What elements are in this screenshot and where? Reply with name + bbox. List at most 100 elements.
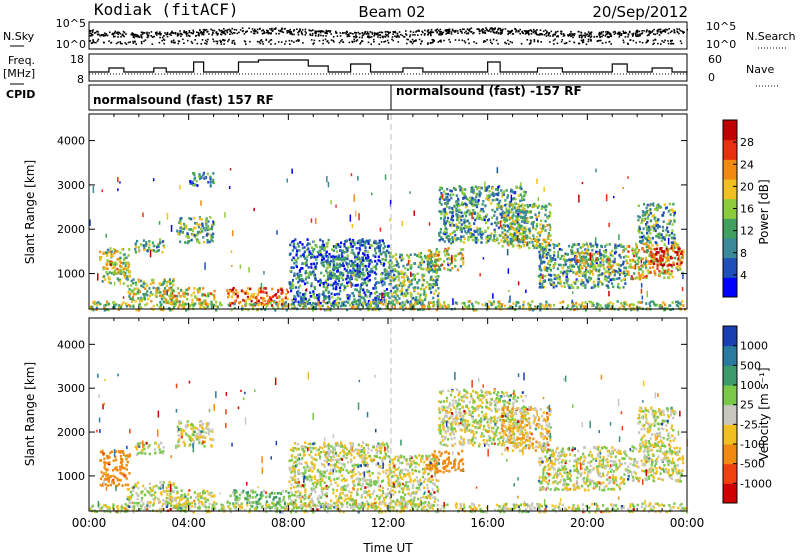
echo-cell bbox=[450, 261, 453, 265]
echo-cell bbox=[185, 288, 188, 292]
echo-cell bbox=[526, 216, 529, 220]
echo-cell bbox=[232, 292, 235, 296]
echo-cell bbox=[571, 258, 574, 261]
echo-cell bbox=[670, 264, 673, 267]
echo-cell bbox=[251, 295, 254, 299]
echo-cell bbox=[679, 266, 682, 270]
echo-cell bbox=[400, 288, 403, 291]
nsky-point bbox=[270, 32, 272, 34]
echo-cell bbox=[292, 239, 295, 243]
echo-cell bbox=[322, 260, 325, 263]
echo-cell bbox=[506, 225, 509, 228]
echo-cell bbox=[323, 274, 326, 278]
echo-cell bbox=[374, 301, 377, 304]
echo-cell bbox=[318, 293, 321, 296]
nsky-point bbox=[146, 32, 148, 35]
echo-cell bbox=[134, 250, 137, 254]
echo-cell bbox=[409, 253, 412, 257]
echo-cell bbox=[647, 228, 650, 231]
echo-cell bbox=[631, 258, 634, 262]
echo-cell bbox=[196, 184, 199, 187]
echo-cell bbox=[637, 277, 640, 280]
echo-cell bbox=[256, 293, 259, 296]
echo-cell bbox=[671, 229, 674, 232]
echo-cell bbox=[505, 207, 508, 210]
echo-cell bbox=[541, 253, 544, 257]
echo-cell bbox=[665, 269, 668, 272]
echo-cell bbox=[119, 269, 123, 272]
echo-cell bbox=[522, 190, 525, 193]
station-title: Kodiak (fitACF) bbox=[94, 0, 239, 19]
echo-cell bbox=[303, 255, 306, 258]
nsky-point bbox=[139, 36, 141, 38]
nsky-point bbox=[584, 36, 587, 38]
echo-cell bbox=[485, 215, 488, 218]
echo-cell bbox=[505, 203, 508, 206]
echo-cell bbox=[378, 249, 381, 253]
echo-cell bbox=[550, 273, 553, 277]
echo-cell bbox=[466, 219, 469, 223]
echo-cell bbox=[393, 273, 396, 277]
echo-cell bbox=[455, 200, 458, 203]
echo-cell bbox=[163, 281, 166, 285]
nsky-point bbox=[267, 30, 269, 33]
echo-cell bbox=[474, 200, 477, 204]
nsky-point bbox=[569, 35, 572, 37]
echo-cell bbox=[344, 240, 347, 243]
echo-cell bbox=[679, 268, 682, 271]
nsky-point bbox=[113, 32, 116, 35]
echo-cell bbox=[661, 266, 664, 269]
echo-cell bbox=[208, 240, 211, 244]
echo-cell bbox=[517, 238, 521, 241]
echo-cell bbox=[350, 264, 353, 268]
echo-cell bbox=[543, 306, 546, 309]
echo-cell bbox=[523, 221, 526, 224]
echo-cell bbox=[665, 245, 668, 249]
echo-cell bbox=[321, 255, 325, 259]
nsky-point bbox=[310, 30, 313, 32]
echo-cell bbox=[301, 277, 304, 281]
echo-cell bbox=[475, 203, 478, 207]
echo-cell bbox=[484, 189, 487, 192]
echo-cell bbox=[539, 273, 542, 276]
nsky-point bbox=[427, 34, 429, 36]
freq-unit-label: [MHz] bbox=[3, 67, 35, 80]
echo-cell bbox=[383, 300, 386, 304]
nsky-point bbox=[681, 30, 683, 32]
echo-cell bbox=[170, 286, 173, 289]
echo-cell bbox=[341, 262, 345, 265]
echo-cell bbox=[641, 235, 644, 239]
echo-cell bbox=[597, 283, 600, 286]
echo-cell bbox=[583, 251, 586, 255]
nsearch-point bbox=[172, 41, 175, 44]
nsky-point bbox=[609, 35, 612, 38]
echo-cell bbox=[656, 264, 659, 268]
echo-cell bbox=[575, 255, 578, 259]
echo-cell bbox=[377, 246, 381, 250]
echo-cell bbox=[517, 203, 520, 207]
nsearch-point bbox=[587, 38, 590, 41]
echo-cell bbox=[618, 263, 621, 267]
echo-cell bbox=[330, 255, 333, 259]
nsearch-point bbox=[680, 42, 683, 45]
echo-cell bbox=[373, 284, 377, 287]
echo-cell bbox=[539, 223, 542, 226]
nsky-point bbox=[588, 32, 591, 35]
echo-cell bbox=[400, 270, 403, 273]
echo-cell bbox=[432, 301, 435, 305]
echo-cell bbox=[325, 269, 328, 273]
echo-cell bbox=[351, 239, 355, 242]
echo-cell bbox=[163, 279, 166, 282]
echo-cell bbox=[152, 249, 155, 252]
echo-cell bbox=[265, 291, 268, 295]
echo-cell bbox=[149, 291, 152, 294]
echo-cell bbox=[496, 198, 499, 201]
echo-cell bbox=[592, 280, 595, 284]
nsky-point bbox=[590, 35, 593, 38]
echo-cell bbox=[494, 221, 497, 225]
echo-cell bbox=[341, 249, 345, 253]
nsearch-point bbox=[484, 40, 487, 43]
nsky-point bbox=[355, 34, 357, 36]
nsky-point bbox=[374, 32, 376, 35]
echo-cell bbox=[368, 270, 371, 274]
